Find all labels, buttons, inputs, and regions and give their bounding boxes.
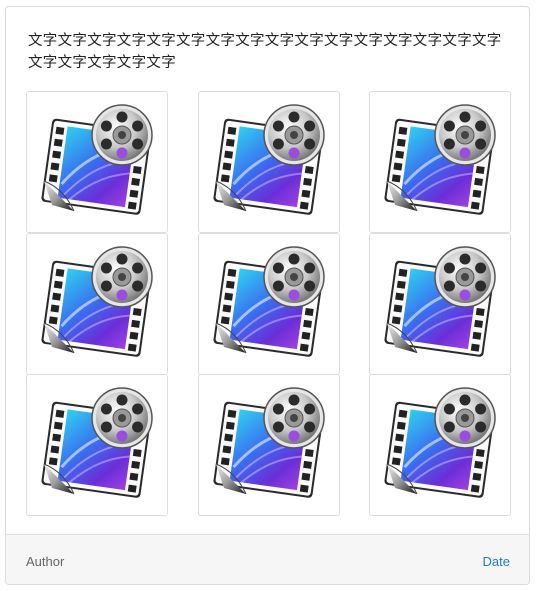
thumbnail-9[interactable]	[369, 374, 511, 516]
video-film-reel-icon	[206, 99, 334, 227]
thumbnail-4[interactable]	[26, 233, 168, 375]
author-label: Author	[26, 554, 65, 569]
video-film-reel-icon	[377, 99, 505, 227]
media-card: 文字文字文字文字文字文字文字文字文字文字文字文字文字文字文字文字文字文字文字文字…	[5, 6, 530, 585]
video-film-reel-icon	[34, 99, 162, 227]
card-content: 文字文字文字文字文字文字文字文字文字文字文字文字文字文字文字文字文字文字文字文字…	[6, 7, 529, 538]
date-link[interactable]: Date	[482, 554, 510, 569]
video-film-reel-icon	[34, 382, 162, 510]
card-footer: Author Date	[6, 534, 529, 584]
thumbnail-3[interactable]	[369, 91, 511, 233]
thumbnail-5[interactable]	[198, 233, 340, 375]
card-title: 文字文字文字文字文字文字文字文字文字文字文字文字文字文字文字文字文字文字文字文字…	[28, 33, 502, 71]
thumbnail-7[interactable]	[26, 374, 168, 516]
video-film-reel-icon	[206, 382, 334, 510]
thumbnail-2[interactable]	[198, 91, 340, 233]
thumbnail-1[interactable]	[26, 91, 168, 233]
video-film-reel-icon	[377, 382, 505, 510]
video-film-reel-icon	[34, 241, 162, 369]
video-film-reel-icon	[206, 241, 334, 369]
thumbnail-8[interactable]	[198, 374, 340, 516]
thumbnail-6[interactable]	[369, 233, 511, 375]
video-film-reel-icon	[377, 241, 505, 369]
